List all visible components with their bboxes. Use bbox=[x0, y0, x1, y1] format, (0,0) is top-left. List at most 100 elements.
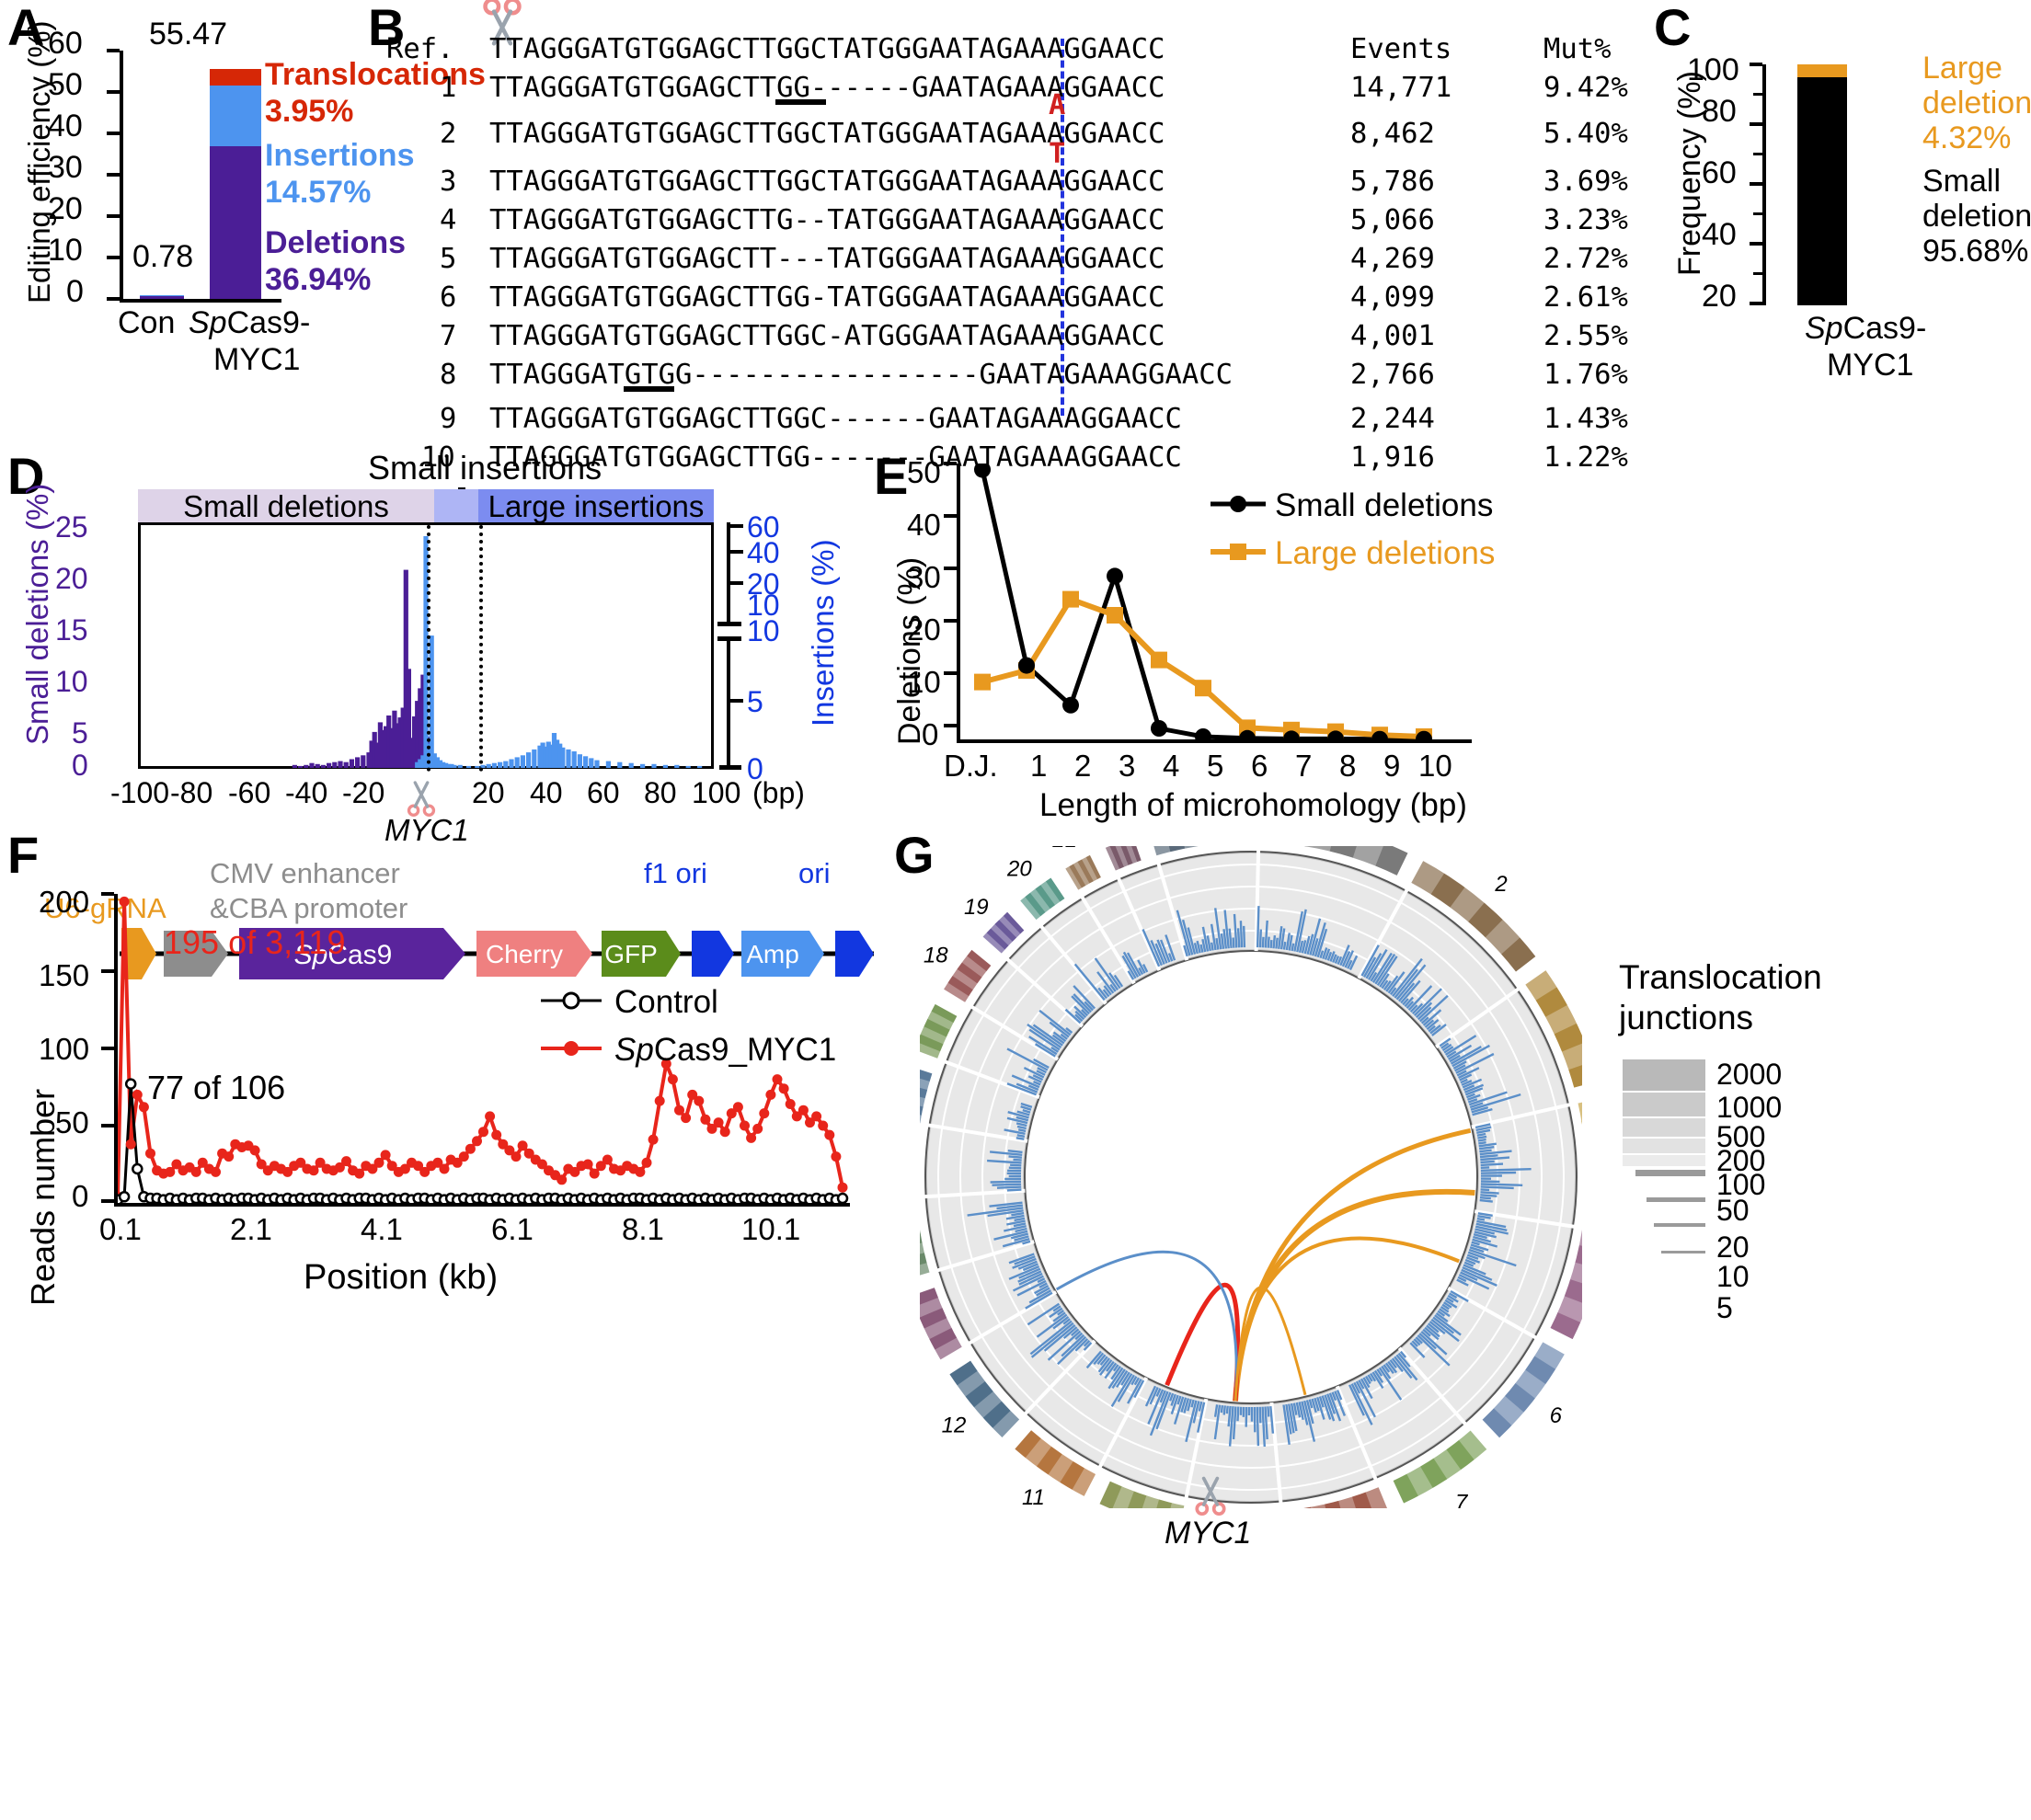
panel-b-row-num: 8 bbox=[440, 359, 456, 391]
panel-c-letter: C bbox=[1654, 2, 1691, 53]
panel-c-xtick-rest: Cas9- bbox=[1843, 311, 1927, 346]
panel-f-xtick-101: 10.1 bbox=[741, 1212, 800, 1247]
panel-d-right-axis-lower bbox=[727, 636, 730, 769]
panel-c-plot bbox=[1762, 64, 1910, 305]
panel-e-ytick-10: 10 bbox=[907, 665, 941, 700]
panel-b-row-num: 9 bbox=[440, 403, 456, 435]
panel-d-rtick bbox=[730, 581, 743, 585]
panel-d-rtick-10l: 10 bbox=[747, 614, 780, 648]
panel-f-xtick-81: 8.1 bbox=[622, 1212, 664, 1247]
panel-e-legend-large-label: Large deletions bbox=[1275, 535, 1495, 572]
svg-text:11: 11 bbox=[1022, 1485, 1045, 1508]
bar-large-deletions bbox=[1797, 64, 1847, 77]
panel-c-annot-large-value: 4.32% bbox=[1922, 120, 2031, 155]
panel-b-row-num: 5 bbox=[440, 243, 456, 275]
panel-a-legend-insertions-value: 14.57% bbox=[265, 175, 371, 211]
panel-d-band-small-deletions-label: Small deletions bbox=[138, 489, 434, 524]
panel-c-xtick-sp: Sp bbox=[1805, 311, 1843, 346]
svg-text:20: 20 bbox=[1006, 857, 1032, 882]
panel-d-lytick-5: 5 bbox=[72, 716, 88, 750]
panel-b-row-mut: 5.40% bbox=[1543, 118, 1628, 150]
panel-b-ref-seq: TTAGGGATGTGGAGCTTGGCTATGGGAATAGAAAGGAACC bbox=[489, 33, 1165, 65]
panel-f-xlabel: Position (kb) bbox=[304, 1258, 498, 1298]
panel-a-ytick-10: 10 bbox=[48, 233, 83, 269]
panel-g-legend-title-l2: junctions bbox=[1619, 999, 1753, 1037]
panel-c-annot-large: Large deletions 4.32% bbox=[1922, 51, 2031, 155]
panel-b-row-events: 5,786 bbox=[1350, 166, 1435, 198]
panel-b-row-num: 4 bbox=[440, 204, 456, 236]
panel-a-ytick-0: 0 bbox=[66, 274, 84, 310]
bar-cas9-deletions bbox=[210, 146, 261, 299]
panel-g-gene-label: MYC1 bbox=[1165, 1516, 1251, 1551]
panel-a: A Editing efficiency (%) 0 10 20 30 40 5… bbox=[0, 0, 368, 432]
panel-f-tick bbox=[101, 892, 114, 896]
panel-c-tick-minor bbox=[1753, 93, 1762, 96]
panel-d-rtick-40: 40 bbox=[747, 536, 780, 570]
panel-c-tick bbox=[1750, 122, 1762, 126]
panel-b-row-mut: 1.43% bbox=[1543, 403, 1628, 435]
panel-e-ytick-50: 50 bbox=[907, 455, 941, 490]
panel-d-arrow-label: Small insertions bbox=[368, 449, 602, 487]
panel-d-xtick--80: -80 bbox=[170, 776, 212, 810]
panel-a-tick bbox=[107, 90, 120, 94]
panel-c-annot-small-l2: deletions bbox=[1922, 199, 2031, 234]
panel-e: E Deletions (%) 0 10 20 30 40 50 D.J. 1 … bbox=[855, 441, 1499, 828]
panel-b-row-seq: TTAGGGATGTGGAGCTTG--TATGGGAATAGAAAGGAACC bbox=[489, 204, 1165, 236]
panel-a-xtick-cas9-line2: MYC1 bbox=[213, 342, 300, 378]
panel-f-ytick-200: 200 bbox=[39, 885, 89, 920]
panel-a-ytick-50: 50 bbox=[48, 67, 83, 103]
panel-c-tick bbox=[1750, 63, 1762, 66]
panel-d-lytick-20: 20 bbox=[55, 562, 88, 596]
panel-e-xtick-6: 6 bbox=[1251, 749, 1268, 784]
panel-a-tick bbox=[107, 256, 120, 259]
panel-b-row-seq: TTAGGGATGTGGAGCTT---TATGGGAATAGAAAGGAACC bbox=[489, 243, 1165, 275]
panel-c-annot-large-l1: Large bbox=[1922, 51, 2031, 86]
panel-d-plot bbox=[138, 522, 714, 769]
panel-d-xtick--60: -60 bbox=[228, 776, 270, 810]
panel-e-yaxis bbox=[957, 464, 960, 739]
panel-f-label-f1ori: f1 ori bbox=[644, 857, 707, 890]
panel-f-xtick-01: 0.1 bbox=[99, 1212, 142, 1247]
panel-b-row-mut: 2.61% bbox=[1543, 281, 1628, 314]
panel-b-row-mut: 1.76% bbox=[1543, 359, 1628, 391]
panel-f-label-cmv: CMV enhancer bbox=[210, 857, 400, 890]
panel-f-xaxis bbox=[114, 1203, 850, 1207]
panel-e-tick bbox=[944, 724, 957, 727]
panel-f-ytick-100: 100 bbox=[39, 1032, 89, 1067]
bar-con-deletions bbox=[140, 296, 184, 299]
panel-a-ytick-60: 60 bbox=[48, 26, 83, 62]
panel-e-xtick-8: 8 bbox=[1339, 749, 1356, 784]
panel-g-legend-2000: 2000 bbox=[1716, 1058, 1782, 1092]
panel-d-rtick bbox=[719, 765, 741, 770]
panel-d-cut-line bbox=[427, 525, 430, 772]
panel-a-xtick-cas9-rest: Cas9- bbox=[227, 305, 311, 340]
panel-e-xlabel: Length of microhomology (bp) bbox=[1039, 787, 1467, 824]
panel-d-xtick--100: -100 bbox=[110, 776, 169, 810]
panel-f-ytick-0: 0 bbox=[72, 1179, 88, 1214]
panel-g-legend-50: 50 bbox=[1716, 1194, 1750, 1228]
panel-f-legend-cas9-label: SpCas9_MYC1 bbox=[614, 1032, 836, 1069]
panel-b-header-mut: Mut% bbox=[1543, 33, 1611, 65]
panel-d-boundary-line bbox=[479, 525, 483, 772]
panel-e-xtick-dj: D.J. bbox=[944, 749, 998, 784]
panel-d-histogram bbox=[141, 525, 711, 768]
panel-b-header-events: Events bbox=[1350, 33, 1452, 65]
panel-a-value-con: 0.78 bbox=[132, 239, 193, 275]
panel-e-xtick-1: 1 bbox=[1030, 749, 1047, 784]
panel-f-ytick-150: 150 bbox=[39, 958, 89, 993]
panel-e-legend-large-marker bbox=[1211, 543, 1266, 561]
panel-e-tick bbox=[944, 514, 957, 518]
panel-b-row-events: 2,766 bbox=[1350, 359, 1435, 391]
panel-b-row-events: 5,066 bbox=[1350, 204, 1435, 236]
panel-d-rtick bbox=[730, 699, 743, 703]
svg-text:19: 19 bbox=[964, 895, 989, 920]
panel-g-circos: 12345678910111213141516171819202122X bbox=[920, 846, 1582, 1508]
panel-c-xtick-line2: MYC1 bbox=[1827, 348, 1913, 383]
panel-f-annot-red: 195 of 3,119 bbox=[164, 923, 346, 962]
panel-e-tick bbox=[944, 462, 957, 465]
panel-a-tick bbox=[107, 214, 120, 218]
panel-f-label-ori: ori bbox=[798, 857, 830, 890]
svg-text:18: 18 bbox=[924, 943, 948, 967]
panel-e-xtick-3: 3 bbox=[1119, 749, 1135, 784]
panel-d-xtick--20: -20 bbox=[342, 776, 384, 810]
